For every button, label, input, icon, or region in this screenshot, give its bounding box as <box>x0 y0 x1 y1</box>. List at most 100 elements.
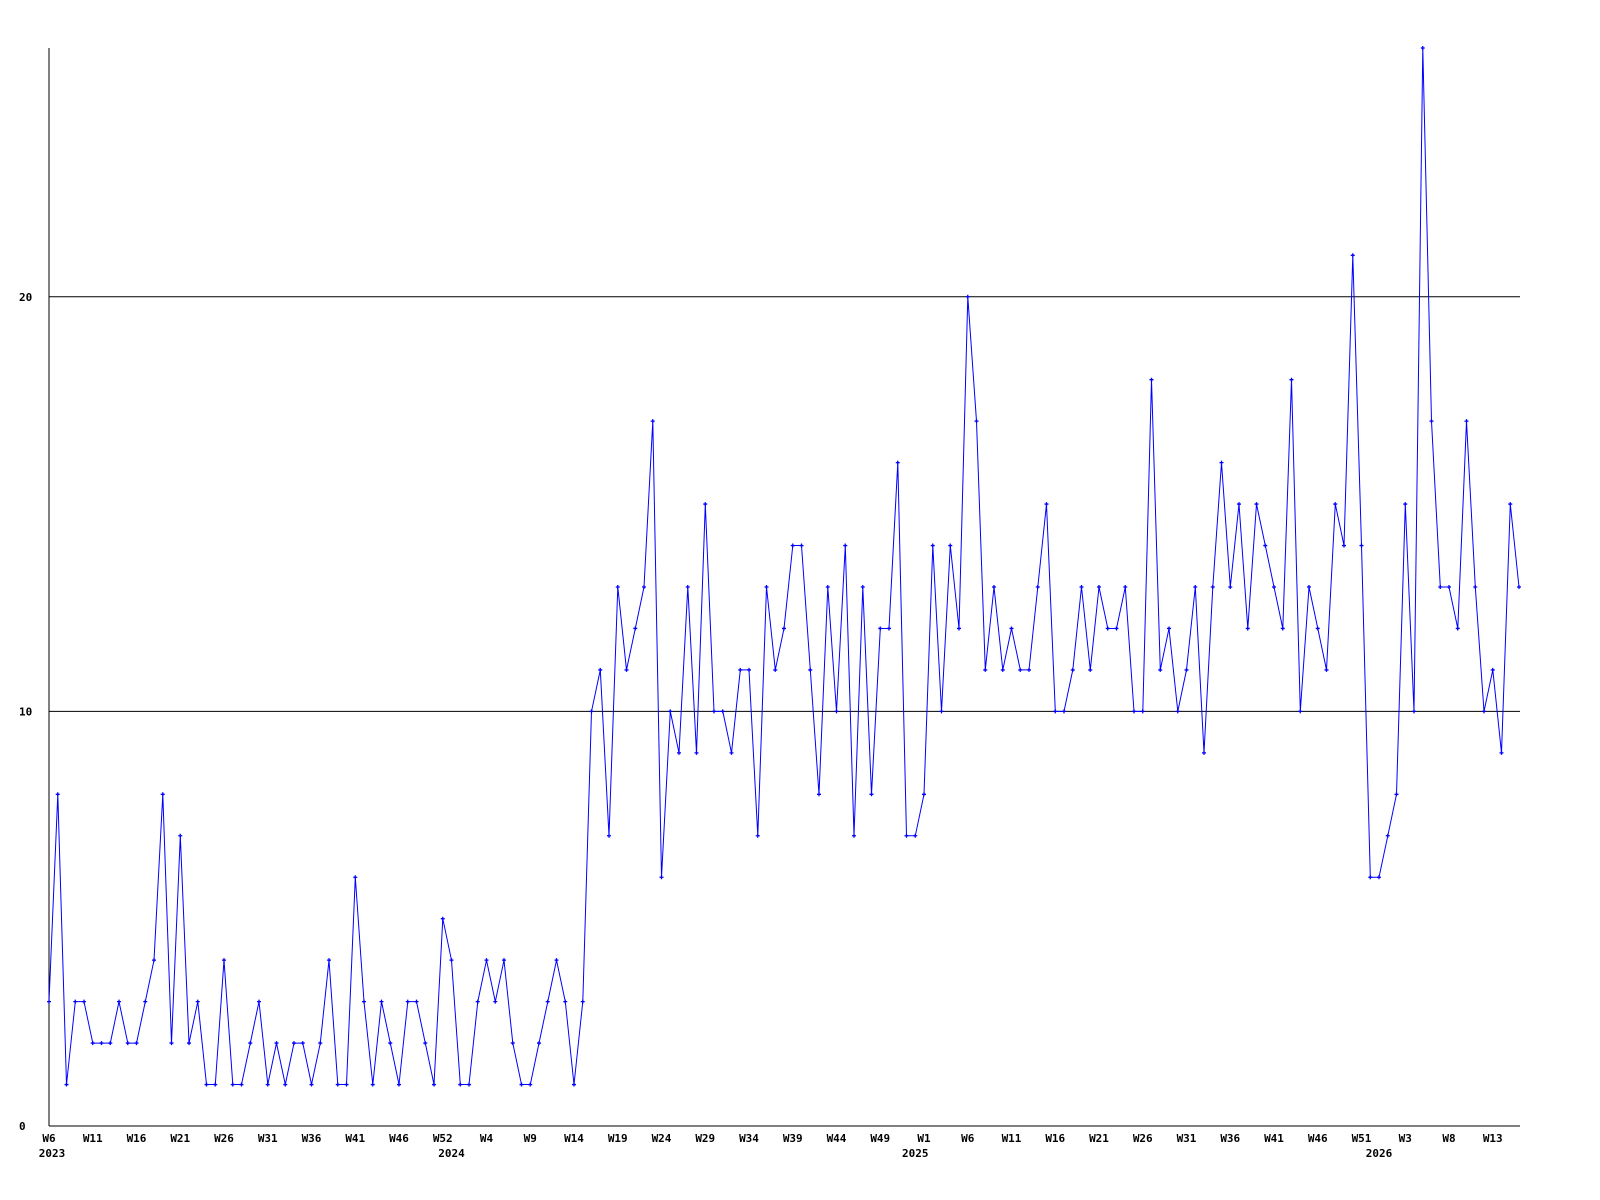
data-point <box>64 1082 69 1087</box>
data-point <box>1359 543 1364 548</box>
data-point <box>458 1082 463 1087</box>
data-point <box>563 999 568 1004</box>
data-point <box>449 958 454 963</box>
data-point <box>222 958 226 963</box>
data-point <box>178 833 183 838</box>
data-point <box>1272 585 1276 589</box>
data-point <box>1088 667 1093 672</box>
data-point <box>160 792 165 797</box>
data-point <box>545 999 550 1004</box>
data-point <box>134 1041 139 1046</box>
data-point <box>335 1082 340 1087</box>
data-point <box>1114 626 1119 631</box>
data-point <box>1473 585 1478 589</box>
x-tick-label: W49 <box>870 1132 890 1145</box>
data-point <box>432 1082 436 1087</box>
x-tick-label: W41 <box>345 1132 365 1145</box>
data-point <box>327 958 331 963</box>
data-point <box>1403 502 1408 507</box>
x-tick-label: W31 <box>1177 1132 1197 1145</box>
data-point <box>1482 709 1486 714</box>
y-tick-labels: 0 10 20 <box>19 291 32 1133</box>
data-point <box>467 1082 471 1087</box>
data-point <box>47 999 51 1004</box>
data-point <box>55 792 60 797</box>
data-point <box>598 667 603 672</box>
data-point <box>152 958 156 963</box>
year-label: 2026 <box>1366 1147 1393 1160</box>
data-point <box>729 750 734 755</box>
y-tick-label: 0 <box>19 1120 26 1133</box>
x-tick-label: W31 <box>258 1132 278 1145</box>
data-point <box>948 543 953 548</box>
data-point <box>904 833 909 838</box>
x-tick-label: W24 <box>652 1132 672 1145</box>
data-point <box>1105 626 1110 631</box>
data-point <box>1228 585 1233 589</box>
year-labels: 2023 2024 2025 2026 <box>39 1147 1393 1160</box>
data-point <box>799 543 804 548</box>
data-point <box>1394 792 1399 797</box>
data-point <box>300 1041 305 1046</box>
data-point <box>685 585 690 589</box>
data-point <box>957 626 961 631</box>
x-tick-label: W36 <box>1220 1132 1240 1145</box>
data-point <box>738 667 743 672</box>
data-point <box>1315 626 1320 631</box>
data-point <box>414 999 419 1004</box>
data-point <box>974 419 979 424</box>
data-point <box>1368 875 1373 880</box>
data-point <box>1175 709 1180 714</box>
data-point <box>869 792 874 797</box>
x-tick-label: W16 <box>127 1132 147 1145</box>
data-point <box>1079 585 1084 589</box>
data-point <box>528 1082 533 1087</box>
data-point <box>712 709 716 714</box>
x-tick-label: W41 <box>1264 1132 1284 1145</box>
data-points <box>47 46 1521 1087</box>
data-point <box>1158 667 1163 672</box>
data-point <box>1350 253 1355 258</box>
data-point <box>1499 750 1504 755</box>
data-point <box>895 460 900 465</box>
data-point <box>1333 502 1338 507</box>
data-point <box>1517 585 1521 589</box>
data-point <box>265 1082 270 1087</box>
x-tick-label: W46 <box>389 1132 409 1145</box>
data-point <box>1053 709 1058 714</box>
x-tick-label: W11 <box>83 1132 103 1145</box>
data-point <box>1429 419 1434 424</box>
data-point <box>1289 377 1294 382</box>
data-point <box>1324 667 1329 672</box>
data-point <box>309 1082 314 1087</box>
x-tick-label: W1 <box>917 1132 931 1145</box>
data-point <box>484 958 489 963</box>
data-point <box>537 1041 541 1046</box>
data-point <box>99 1041 104 1046</box>
data-point <box>747 667 751 672</box>
data-point <box>790 543 795 548</box>
x-tick-label: W26 <box>1133 1132 1153 1145</box>
x-tick-label: W26 <box>214 1132 234 1145</box>
data-point <box>860 585 865 589</box>
data-point <box>1237 502 1241 507</box>
data-point <box>292 1041 296 1046</box>
data-point <box>1447 585 1451 589</box>
x-tick-label: W34 <box>739 1132 759 1145</box>
data-point <box>1000 667 1005 672</box>
data-point <box>808 667 813 672</box>
data-point <box>1280 626 1285 631</box>
data-point <box>90 1041 95 1046</box>
data-point <box>1044 502 1049 507</box>
data-point <box>930 543 935 548</box>
data-point <box>423 1041 428 1046</box>
data-point <box>1298 709 1303 714</box>
data-point <box>1027 667 1031 672</box>
x-tick-label: W29 <box>695 1132 715 1145</box>
data-point <box>117 999 121 1004</box>
year-label: 2024 <box>438 1147 465 1160</box>
data-point <box>1342 543 1346 548</box>
data-point <box>362 999 366 1004</box>
data-point <box>1123 585 1128 589</box>
